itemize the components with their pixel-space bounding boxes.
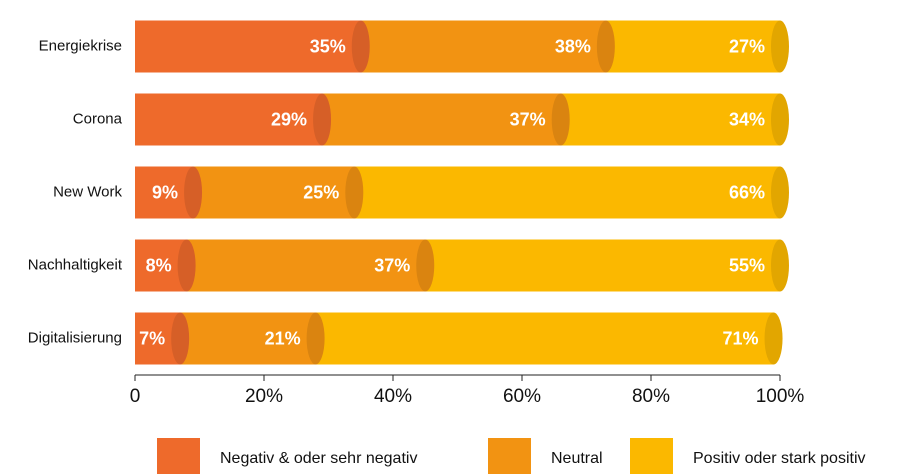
bar-segment bbox=[186, 239, 426, 292]
legend-label: Positiv oder stark positiv bbox=[693, 450, 866, 467]
x-tick-label: 20% bbox=[245, 386, 283, 407]
bar-segment bbox=[425, 239, 780, 292]
category-label: New Work bbox=[53, 183, 122, 200]
legend-label: Neutral bbox=[551, 450, 603, 467]
segment-cap bbox=[771, 239, 789, 292]
segment-cap bbox=[184, 166, 203, 219]
bar-segment bbox=[605, 20, 780, 73]
category-label: Energiekrise bbox=[39, 37, 122, 54]
value-label: 8% bbox=[146, 255, 172, 275]
x-tick-label: 40% bbox=[374, 386, 412, 407]
segment-cap bbox=[345, 166, 364, 219]
segment-cap bbox=[416, 239, 435, 292]
value-label: 27% bbox=[729, 36, 765, 56]
segment-cap bbox=[306, 312, 325, 365]
segment-cap bbox=[351, 20, 370, 73]
segment-cap bbox=[771, 166, 789, 219]
value-label: 38% bbox=[555, 36, 591, 56]
category-label: Corona bbox=[73, 110, 123, 127]
value-label: 37% bbox=[510, 109, 546, 129]
value-label: 35% bbox=[310, 36, 346, 56]
value-label: 29% bbox=[271, 109, 307, 129]
segment-cap bbox=[551, 93, 570, 146]
x-tick-label: 80% bbox=[632, 386, 670, 407]
bar-segment bbox=[135, 166, 194, 219]
value-label: 34% bbox=[729, 109, 765, 129]
segment-cap bbox=[177, 239, 196, 292]
segment-cap bbox=[171, 312, 190, 365]
bar-segment bbox=[135, 20, 361, 73]
bar-segment bbox=[354, 166, 780, 219]
bar-segment bbox=[322, 93, 561, 146]
bar-segment bbox=[315, 312, 774, 365]
bar-segment bbox=[180, 312, 316, 365]
segment-cap bbox=[771, 93, 789, 146]
segment-cap bbox=[596, 20, 615, 73]
legend-swatch bbox=[630, 438, 673, 474]
segment-cap bbox=[764, 312, 783, 365]
legend-label: Negativ & oder sehr negativ bbox=[220, 450, 417, 467]
bar-segment bbox=[360, 20, 606, 73]
value-label: 7% bbox=[139, 328, 165, 348]
value-label: 25% bbox=[303, 182, 339, 202]
value-label: 37% bbox=[374, 255, 410, 275]
value-label: 21% bbox=[265, 328, 301, 348]
value-label: 71% bbox=[723, 328, 759, 348]
value-label: 66% bbox=[729, 182, 765, 202]
value-label: 55% bbox=[729, 255, 765, 275]
x-tick-label: 60% bbox=[503, 386, 541, 407]
legend-swatch bbox=[488, 438, 531, 474]
category-label: Digitalisierung bbox=[28, 329, 122, 346]
segment-cap bbox=[771, 20, 789, 73]
bar-segment bbox=[560, 93, 780, 146]
x-tick-label: 0 bbox=[130, 386, 141, 407]
x-tick-label: 100% bbox=[756, 386, 805, 407]
bar-segment bbox=[135, 93, 323, 146]
segment-cap bbox=[313, 93, 332, 146]
value-label: 9% bbox=[152, 182, 178, 202]
bar-segment bbox=[193, 166, 355, 219]
legend-swatch bbox=[157, 438, 200, 474]
category-label: Nachhaltigkeit bbox=[28, 256, 123, 273]
